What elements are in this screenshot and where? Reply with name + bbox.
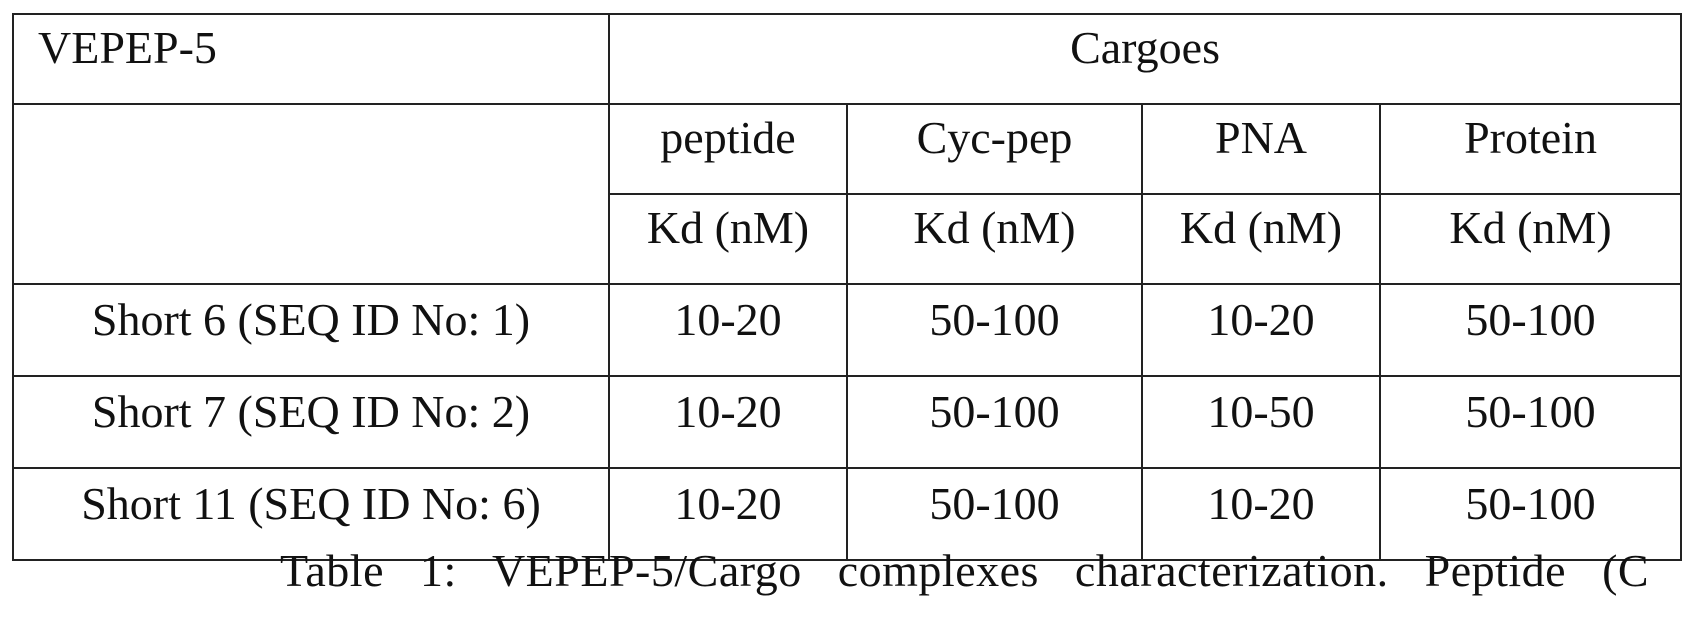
cargoes-group-header: Cargoes [609, 14, 1681, 104]
table-cell: 10-20 [609, 376, 847, 468]
cargo-header-peptide: peptide [609, 104, 847, 194]
table-caption: Table 1: VEPEP-5/Cargo complexes charact… [280, 548, 1693, 594]
unit-cell: Kd (nM) [847, 194, 1142, 284]
cargo-header-cyc-pep: Cyc-pep [847, 104, 1142, 194]
kd-data-table: VEPEP-5 Cargoes peptide Cyc-pep PNA Prot… [12, 13, 1682, 561]
empty-row-label-cell [13, 104, 609, 284]
cargo-header-protein: Protein [1380, 104, 1681, 194]
unit-cell: Kd (nM) [1380, 194, 1681, 284]
unit-cell: Kd (nM) [1142, 194, 1380, 284]
table-row: Short 6 (SEQ ID No: 1) 10-20 50-100 10-2… [13, 284, 1681, 376]
table-cell: 10-50 [1142, 376, 1380, 468]
table-cell: 10-20 [609, 284, 847, 376]
table-header-row: VEPEP-5 Cargoes [13, 14, 1681, 104]
table-cell: 50-100 [1380, 284, 1681, 376]
table-cell: 50-100 [847, 376, 1142, 468]
row-label: Short 6 (SEQ ID No: 1) [13, 284, 609, 376]
row-label: Short 7 (SEQ ID No: 2) [13, 376, 609, 468]
table-title-cell: VEPEP-5 [13, 14, 609, 104]
unit-cell: Kd (nM) [609, 194, 847, 284]
table-cell: 50-100 [1380, 376, 1681, 468]
cargo-type-row: peptide Cyc-pep PNA Protein [13, 104, 1681, 194]
table-cell: 10-20 [1142, 284, 1380, 376]
cargo-header-pna: PNA [1142, 104, 1380, 194]
table-cell: 50-100 [847, 284, 1142, 376]
table-row: Short 7 (SEQ ID No: 2) 10-20 50-100 10-5… [13, 376, 1681, 468]
